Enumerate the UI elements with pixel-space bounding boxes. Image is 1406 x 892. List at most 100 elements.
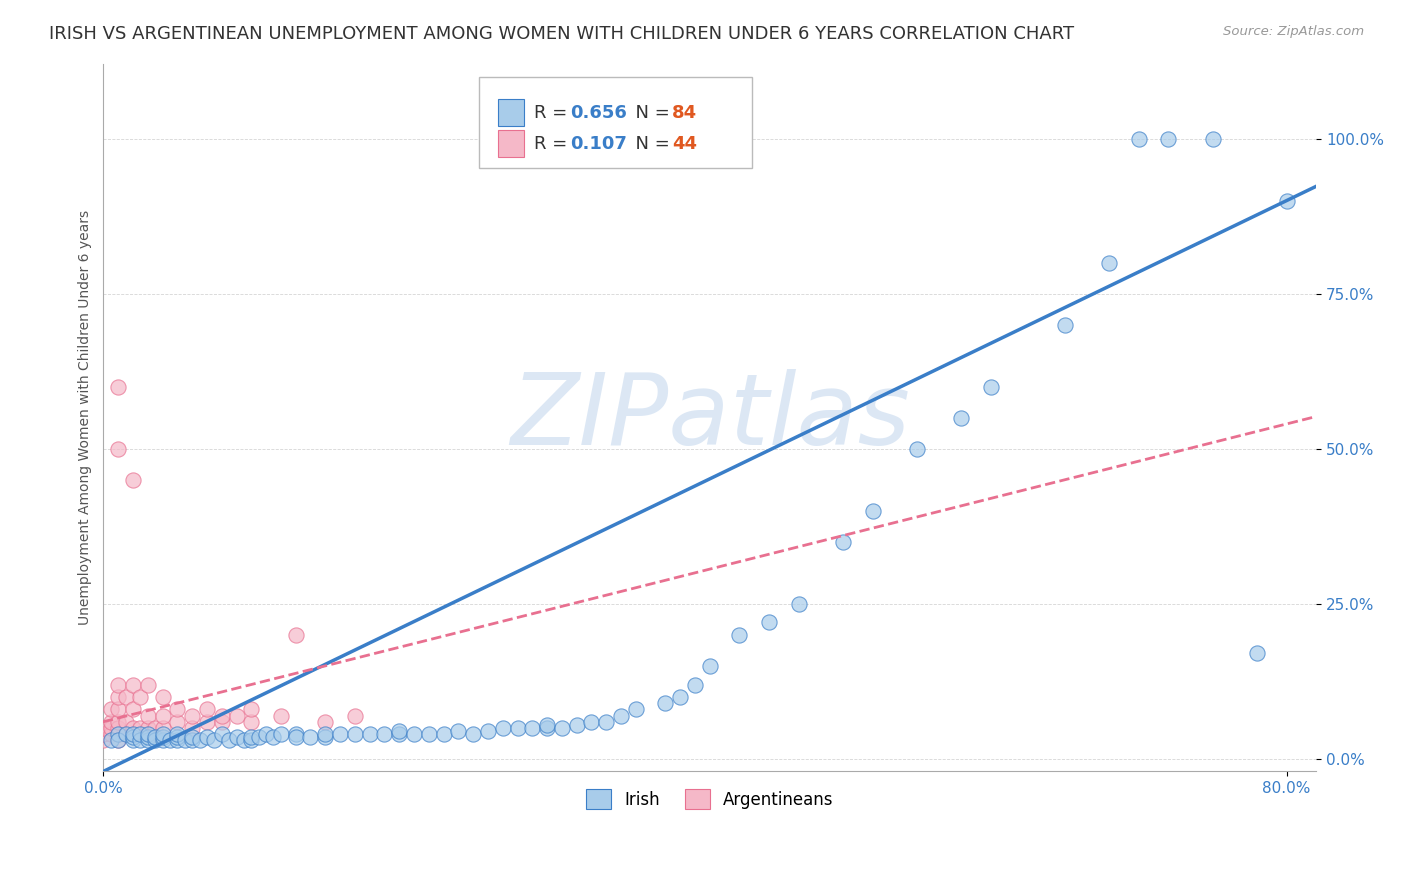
Point (166, 733, 188, 747)
Point (240, 702, 263, 716)
Point (100, 721, 122, 735)
Point (181, 733, 204, 747)
Point (1275, 194, 1298, 208)
Point (980, 380, 1002, 394)
Point (699, 659, 721, 673)
Point (247, 731, 270, 745)
Point (536, 718, 558, 732)
Point (314, 714, 336, 729)
Point (669, 690, 692, 704)
Y-axis label: Unemployment Among Women with Children Under 6 years: Unemployment Among Women with Children U… (79, 211, 93, 625)
Point (447, 724, 470, 739)
Point (1202, 131, 1225, 145)
Point (432, 727, 454, 741)
Point (284, 727, 307, 741)
Point (122, 677, 145, 691)
Point (195, 702, 218, 716)
Point (211, 708, 233, 723)
Point (787, 597, 810, 611)
Point (254, 727, 277, 741)
Point (114, 727, 136, 741)
Point (129, 690, 152, 704)
Point (388, 727, 411, 741)
Point (129, 733, 152, 747)
Point (225, 731, 247, 745)
Text: 84: 84 (672, 103, 697, 121)
Point (152, 733, 174, 747)
Point (107, 733, 129, 747)
Point (654, 696, 676, 710)
Text: N =: N = (624, 103, 675, 121)
Text: IRISH VS ARGENTINEAN UNEMPLOYMENT AMONG WOMEN WITH CHILDREN UNDER 6 YEARS CORREL: IRISH VS ARGENTINEAN UNEMPLOYMENT AMONG … (49, 25, 1074, 43)
Point (595, 714, 617, 729)
Point (181, 708, 204, 723)
Point (536, 721, 558, 735)
Point (181, 721, 204, 735)
Point (758, 615, 780, 630)
Point (284, 731, 307, 745)
Point (240, 714, 263, 729)
Text: R =: R = (534, 103, 574, 121)
Point (136, 727, 159, 741)
Point (166, 727, 188, 741)
Point (270, 708, 292, 723)
Point (114, 690, 136, 704)
Point (93, 733, 115, 747)
FancyBboxPatch shape (479, 78, 752, 168)
Point (152, 731, 174, 745)
Point (225, 708, 247, 723)
Point (522, 721, 544, 735)
Point (100, 702, 122, 716)
Point (143, 733, 166, 747)
Point (728, 628, 751, 642)
Point (136, 721, 159, 735)
Point (107, 727, 129, 741)
Point (100, 727, 122, 741)
Point (218, 733, 240, 747)
Point (683, 677, 706, 691)
Point (114, 727, 136, 741)
Point (492, 721, 515, 735)
Point (136, 708, 159, 723)
Point (136, 677, 159, 691)
Point (173, 733, 195, 747)
Text: 0.656: 0.656 (571, 103, 627, 121)
Legend: Irish, Argentineans: Irish, Argentineans (579, 782, 841, 816)
Point (202, 733, 225, 747)
Point (1098, 255, 1121, 269)
Point (152, 708, 174, 723)
Point (832, 534, 855, 549)
Point (950, 410, 973, 425)
Point (159, 733, 181, 747)
Text: 0.107: 0.107 (571, 135, 627, 153)
Point (143, 731, 166, 745)
Point (299, 731, 322, 745)
Point (506, 721, 529, 735)
Point (240, 731, 263, 745)
Point (463, 727, 485, 741)
Point (343, 708, 366, 723)
Point (565, 718, 588, 732)
Point (232, 733, 254, 747)
Point (477, 724, 499, 739)
Point (136, 733, 159, 747)
Point (143, 721, 166, 735)
Point (329, 727, 352, 741)
Point (388, 724, 411, 739)
Point (152, 690, 174, 704)
Point (122, 733, 145, 747)
Point (373, 727, 395, 741)
FancyBboxPatch shape (498, 130, 524, 157)
Point (152, 727, 174, 741)
Point (1246, 647, 1268, 661)
Point (284, 628, 307, 642)
Point (122, 473, 145, 487)
Point (166, 702, 188, 716)
Point (359, 727, 381, 741)
Point (1157, 131, 1180, 145)
Point (122, 731, 145, 745)
Point (1128, 131, 1150, 145)
Point (1053, 318, 1076, 332)
Point (93, 727, 115, 741)
Point (624, 702, 647, 716)
